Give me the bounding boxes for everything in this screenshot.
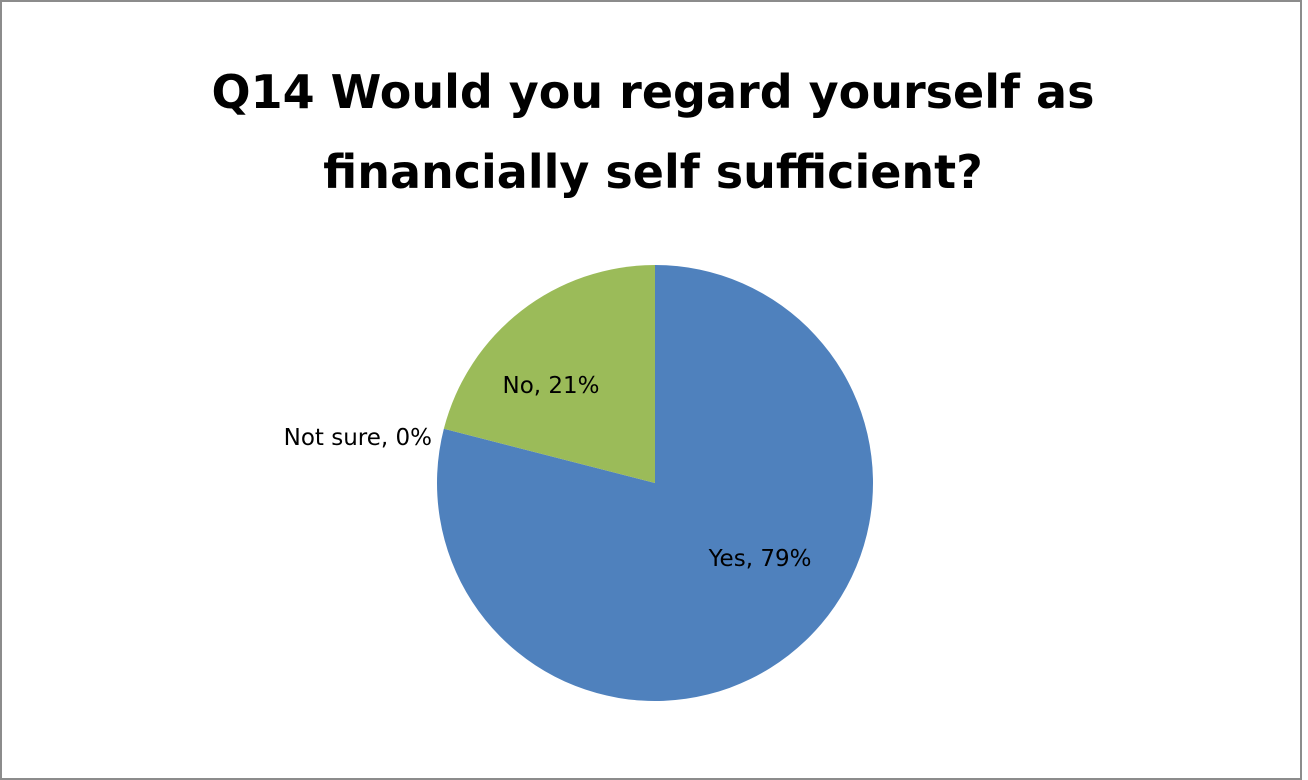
chart-title: Q14 Would you regard yourself as financi… xyxy=(2,52,1304,212)
pie-slice-no xyxy=(443,265,655,483)
data-label-no: No, 21% xyxy=(502,373,599,399)
data-label-yes: Yes, 79% xyxy=(708,546,812,572)
data-label-not-sure: Not sure, 0% xyxy=(284,425,432,451)
pie-slice-yes xyxy=(437,265,874,701)
chart-title-line-1: Q14 Would you regard yourself as xyxy=(211,65,1095,119)
chart-title-line-2: financially self sufficient? xyxy=(323,145,983,199)
